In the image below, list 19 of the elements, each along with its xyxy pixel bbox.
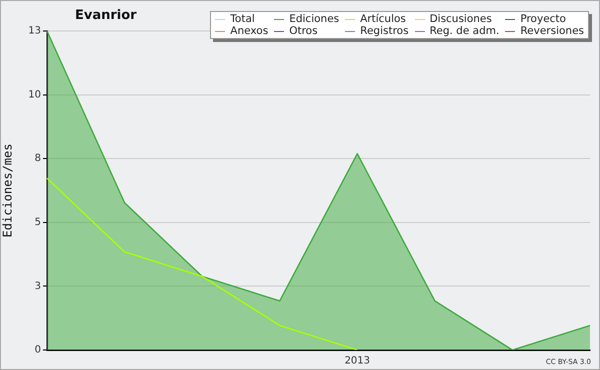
y-tick-label: 13	[28, 26, 41, 37]
legend-label: Reg. de adm.	[428, 25, 500, 37]
y-tick-label: 0	[34, 344, 41, 356]
legend-label: Proyecto	[519, 13, 567, 25]
legend-label: Total	[229, 13, 256, 25]
legend-label: Reversiones	[519, 25, 584, 37]
legend-label: Ediciones	[288, 13, 340, 25]
legend-label: Otros	[288, 25, 319, 37]
y-axis-title: Ediciones/mes	[0, 144, 14, 238]
y-tick-label: 8	[34, 153, 41, 164]
chart-title: Evanrior	[75, 8, 137, 23]
x-tick-label: 2013	[344, 356, 370, 367]
legend-label: Registros	[359, 25, 409, 37]
legend-label: Anexos	[229, 25, 268, 37]
y-tick-label: 3	[34, 280, 41, 292]
legend-label: Discusiones	[428, 13, 493, 25]
y-tick-label: 10	[28, 89, 41, 100]
legend-label: Artículos	[359, 13, 407, 25]
y-tick-label: 5	[34, 216, 41, 228]
